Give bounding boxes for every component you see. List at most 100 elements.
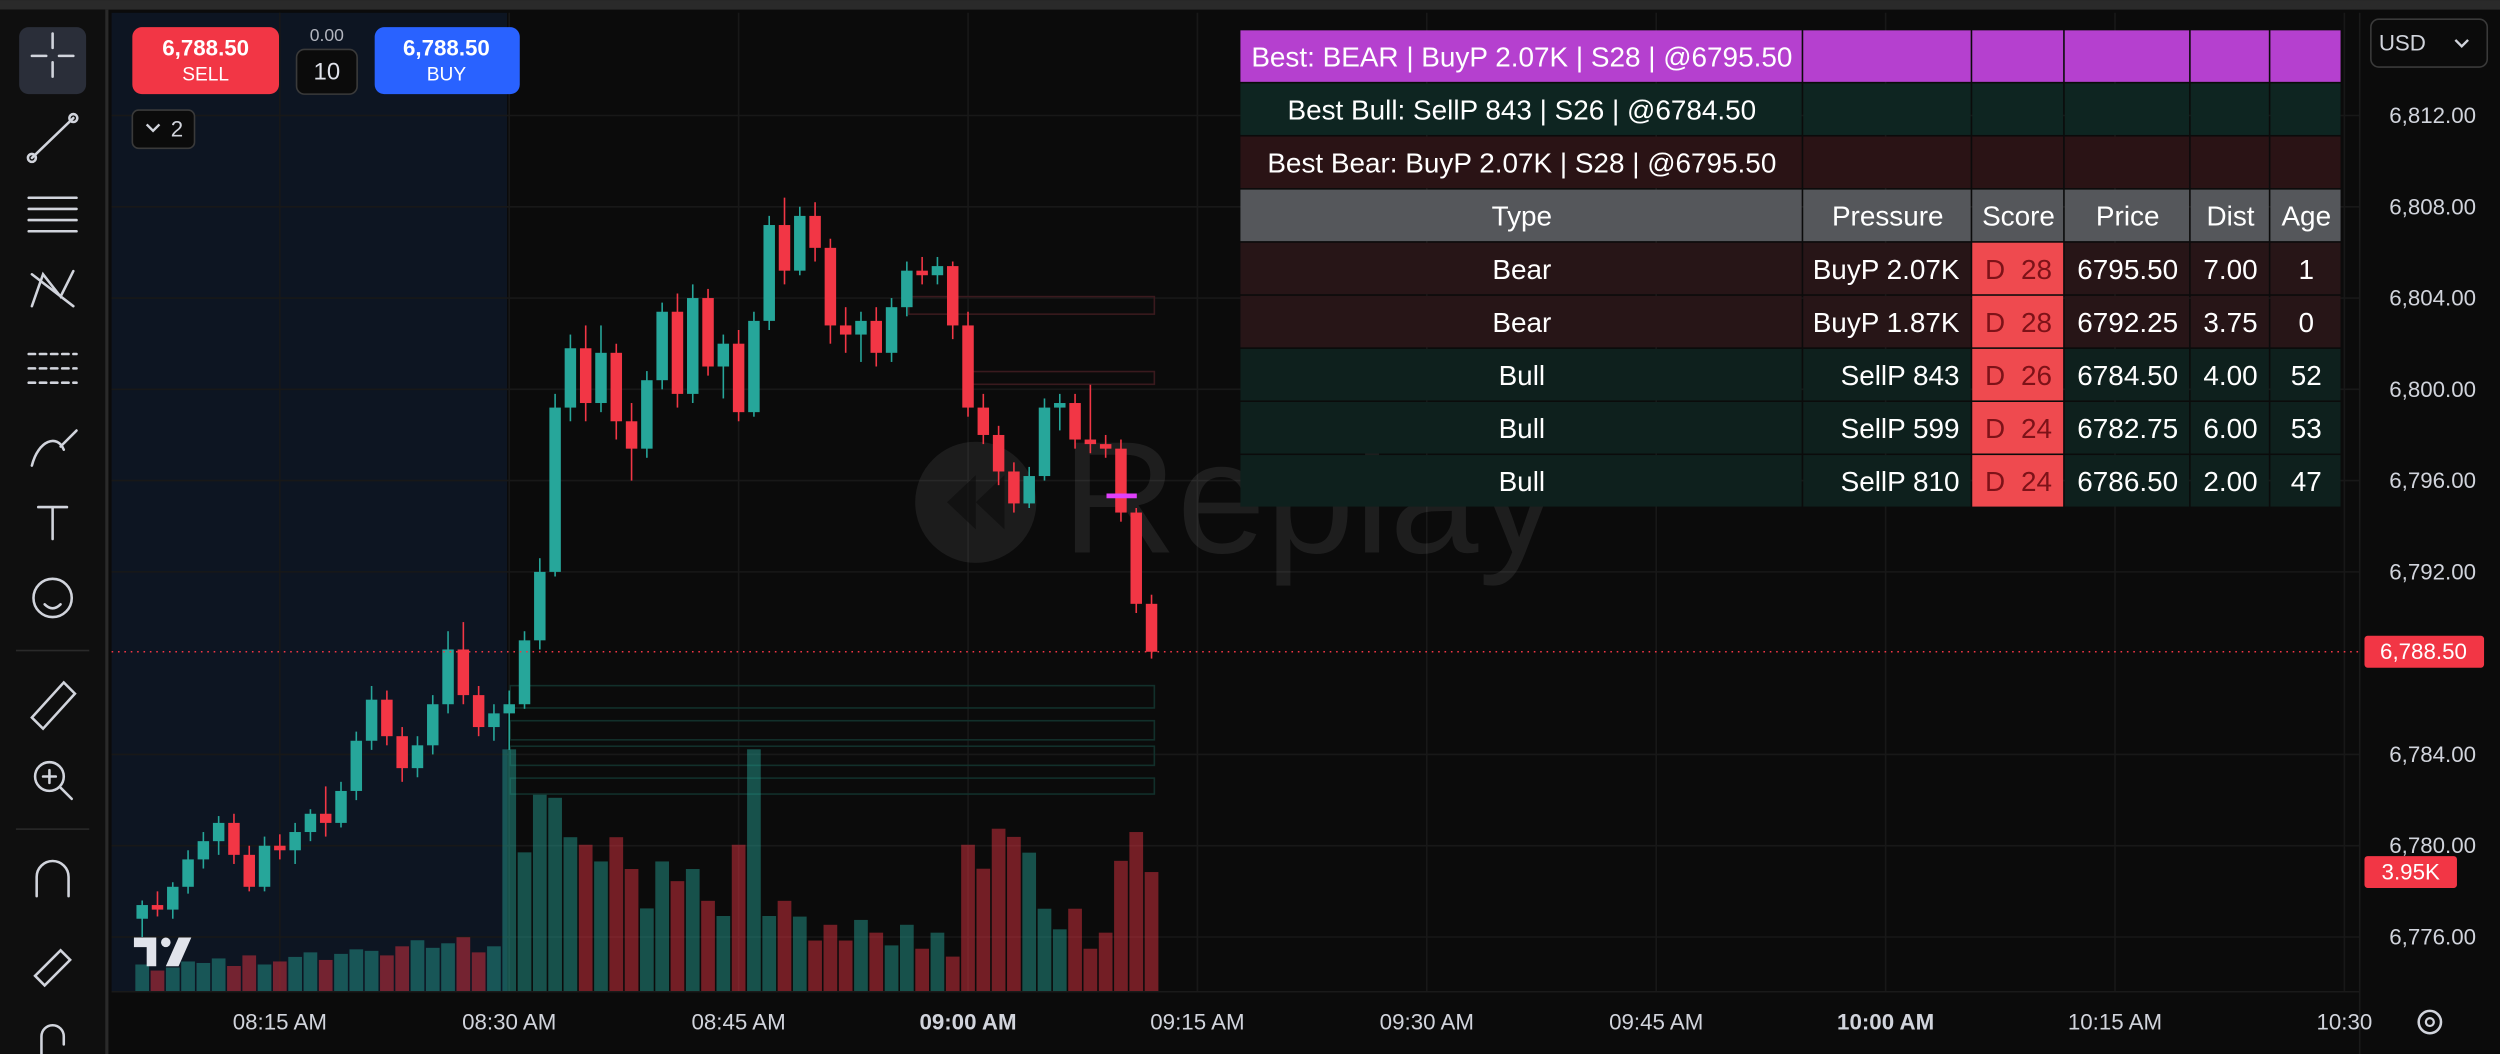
currency-selector: USD xyxy=(2370,18,2489,68)
candle-body xyxy=(396,736,408,769)
ruler-tool[interactable] xyxy=(30,680,77,731)
volume-bar xyxy=(915,948,929,992)
banner-cell xyxy=(2064,30,2190,82)
candle-body xyxy=(748,320,760,413)
row-cell xyxy=(1240,295,1802,348)
row-cell xyxy=(2190,348,2269,401)
volume-bar xyxy=(1037,908,1052,992)
table-cell: 6784.50 xyxy=(2077,360,2178,391)
summary-cell xyxy=(2064,136,2190,189)
volume-bar xyxy=(1007,836,1021,992)
volume-bar xyxy=(1129,832,1144,992)
lock-drawings-tool[interactable] xyxy=(33,948,72,988)
indicators-toggle[interactable] xyxy=(131,109,196,150)
volume-bar xyxy=(487,946,501,992)
table-cell: 7.00 xyxy=(2203,254,2257,285)
candle-body xyxy=(472,695,485,728)
candle-body xyxy=(365,699,378,741)
header-cell xyxy=(2270,189,2341,242)
emoji-tool[interactable] xyxy=(32,577,74,619)
volume-tag xyxy=(2364,856,2457,888)
row-cell xyxy=(2064,455,2190,507)
table-cell: 28 xyxy=(2021,254,2052,285)
zone-box xyxy=(509,745,1156,767)
y-tick-label: 6,776.00 xyxy=(2389,924,2476,949)
candle-body xyxy=(243,854,255,887)
candle-body xyxy=(763,225,775,321)
summary-cell xyxy=(1240,136,1802,189)
candle-body xyxy=(824,247,837,326)
score-cell xyxy=(1972,348,2064,401)
table-cell: 6786.50 xyxy=(2077,466,2178,497)
x-tick-label: 08:30 AM xyxy=(462,1010,556,1035)
last-price-label: 6,788.50 xyxy=(2380,639,2467,664)
row-cell xyxy=(2270,295,2341,348)
candle-body xyxy=(1038,407,1051,477)
candle-body xyxy=(228,822,240,855)
candle-body xyxy=(656,311,668,381)
zoom-tool[interactable] xyxy=(33,760,66,793)
volume-bar xyxy=(655,861,670,992)
x-tick-label: 10:15 AM xyxy=(2068,1010,2162,1035)
candle-body xyxy=(946,266,959,326)
banner-cell xyxy=(1803,30,1971,82)
score-cell xyxy=(1972,242,2064,295)
header-cell xyxy=(1803,189,1971,242)
candle-body xyxy=(916,270,928,276)
lock-tool[interactable] xyxy=(40,1024,66,1054)
projection-tool[interactable] xyxy=(27,352,78,384)
summary-cell xyxy=(1803,136,1971,189)
banner-text: Best: BEAR | BuyP 2.07K | S28 | @6795.50 xyxy=(1251,41,1792,72)
icon-dot xyxy=(26,152,38,164)
row-cell xyxy=(2270,242,2341,295)
volume-bar xyxy=(747,749,761,992)
score-cell xyxy=(1972,295,2064,348)
summary-cell xyxy=(1803,83,1971,135)
sell-button[interactable] xyxy=(132,27,280,95)
volume-bar xyxy=(288,956,302,992)
volume-bar xyxy=(334,953,348,992)
header-text: Type xyxy=(1492,201,1552,232)
row-cell xyxy=(2190,402,2269,454)
zone-box xyxy=(509,777,1156,795)
candle-body xyxy=(411,745,424,769)
settings-button[interactable] xyxy=(2417,1009,2443,1035)
candle-body xyxy=(901,270,913,308)
last-price-tag xyxy=(2364,635,2485,668)
volume-bar xyxy=(272,961,287,992)
table-cell: 53 xyxy=(2291,413,2322,444)
table-cell: 3.75 xyxy=(2203,307,2257,338)
x-tick-label: 09:30 AM xyxy=(1380,1010,1474,1035)
summary-text: Best Bear: BuyP 2.07K | S28 | @6795.50 xyxy=(1267,148,1776,179)
summary-cell xyxy=(2270,136,2341,189)
volume-bar xyxy=(762,915,777,992)
x-tick-label: 09:45 AM xyxy=(1609,1010,1703,1035)
table-cell: BuyP 1.87K xyxy=(1813,307,1960,338)
row-cell xyxy=(2064,295,2190,348)
crosshair-tool[interactable] xyxy=(19,27,87,95)
volume-bar xyxy=(594,861,608,992)
table-cell: 6.00 xyxy=(2203,413,2257,444)
quantity-box[interactable] xyxy=(295,48,358,95)
table-cell: Bear xyxy=(1492,254,1551,285)
text-tool[interactable] xyxy=(36,505,69,541)
fib-tool[interactable] xyxy=(27,196,78,233)
buy-button[interactable] xyxy=(374,27,520,95)
settings xyxy=(2417,1009,2443,1035)
trendline-tool[interactable] xyxy=(30,116,75,160)
candle-body xyxy=(794,215,806,271)
brush-tool[interactable] xyxy=(30,429,78,467)
indicators-count: 2 xyxy=(171,117,183,142)
pattern-tool[interactable] xyxy=(30,269,75,308)
y-tick-label: 6,812.00 xyxy=(2389,103,2476,128)
candle-body xyxy=(687,298,699,394)
summary-cell xyxy=(1972,83,2064,135)
currency-button[interactable] xyxy=(2370,18,2489,68)
magnet-tool[interactable] xyxy=(35,859,70,898)
candle-body xyxy=(610,352,623,422)
x-tick-label: 09:15 AM xyxy=(1150,1010,1244,1035)
volume-bar xyxy=(257,964,272,992)
volume-tag-label: 3.95K xyxy=(2382,860,2440,885)
header-cell xyxy=(1972,189,2064,242)
table-cell: 24 xyxy=(2021,413,2052,444)
